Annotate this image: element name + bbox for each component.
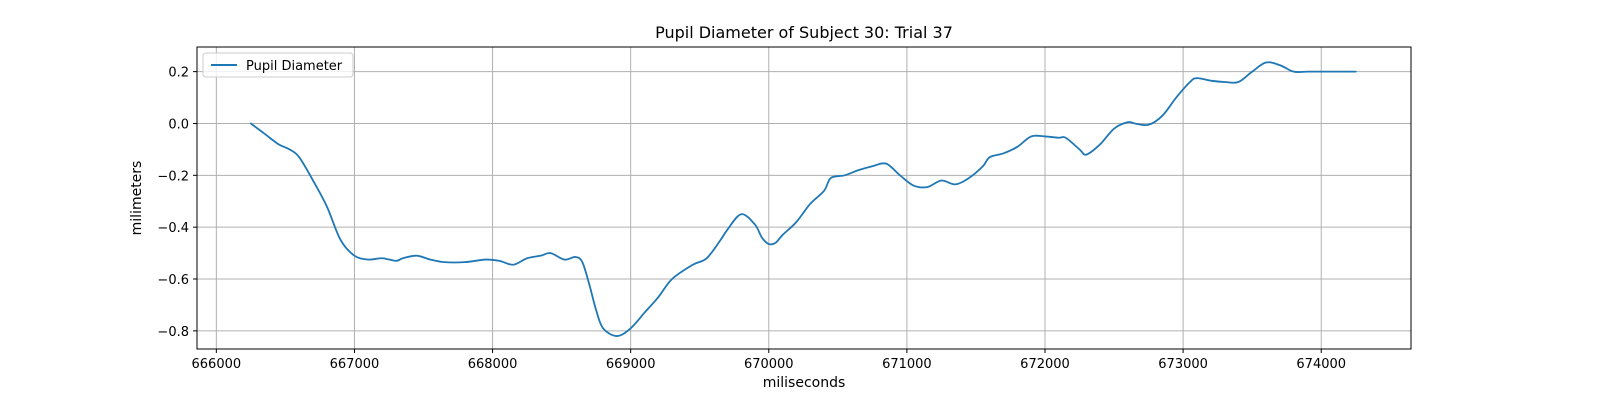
x-tick-label: 670000	[744, 357, 794, 372]
legend: Pupil Diameter	[202, 52, 354, 78]
x-tick-label: 672000	[1020, 357, 1070, 372]
y-tick-label: −0.2	[157, 169, 189, 184]
x-tick-label: 673000	[1158, 357, 1208, 372]
y-axis-title: milimeters	[129, 161, 145, 236]
legend-label: Pupil Diameter	[246, 59, 343, 74]
x-tick-label: 669000	[606, 357, 656, 372]
series-lines	[249, 61, 1357, 337]
series-line	[249, 61, 1357, 337]
y-tick-label: −0.6	[157, 273, 189, 288]
y-tick-label: −0.8	[157, 325, 189, 340]
plot-frame	[196, 46, 1412, 350]
legend-box	[202, 52, 354, 78]
axis-ticks: 666000 667000 668000 669000 670000 671000 6720…	[157, 66, 1346, 372]
x-tick-label: 666000	[192, 357, 242, 372]
x-tick-label: 674000	[1296, 357, 1346, 372]
y-tick-label: −0.4	[157, 221, 189, 236]
grid	[197, 47, 1411, 349]
x-tick-label: 668000	[468, 357, 518, 372]
x-tick-label: 671000	[882, 357, 932, 372]
y-tick-label: 0.2	[168, 66, 189, 81]
x-axis-title: miliseconds	[763, 375, 846, 391]
chart-title: Pupil Diameter of Subject 30: Trial 37	[655, 23, 953, 42]
y-tick-label: 0.0	[168, 117, 189, 132]
x-tick-label: 667000	[330, 357, 380, 372]
